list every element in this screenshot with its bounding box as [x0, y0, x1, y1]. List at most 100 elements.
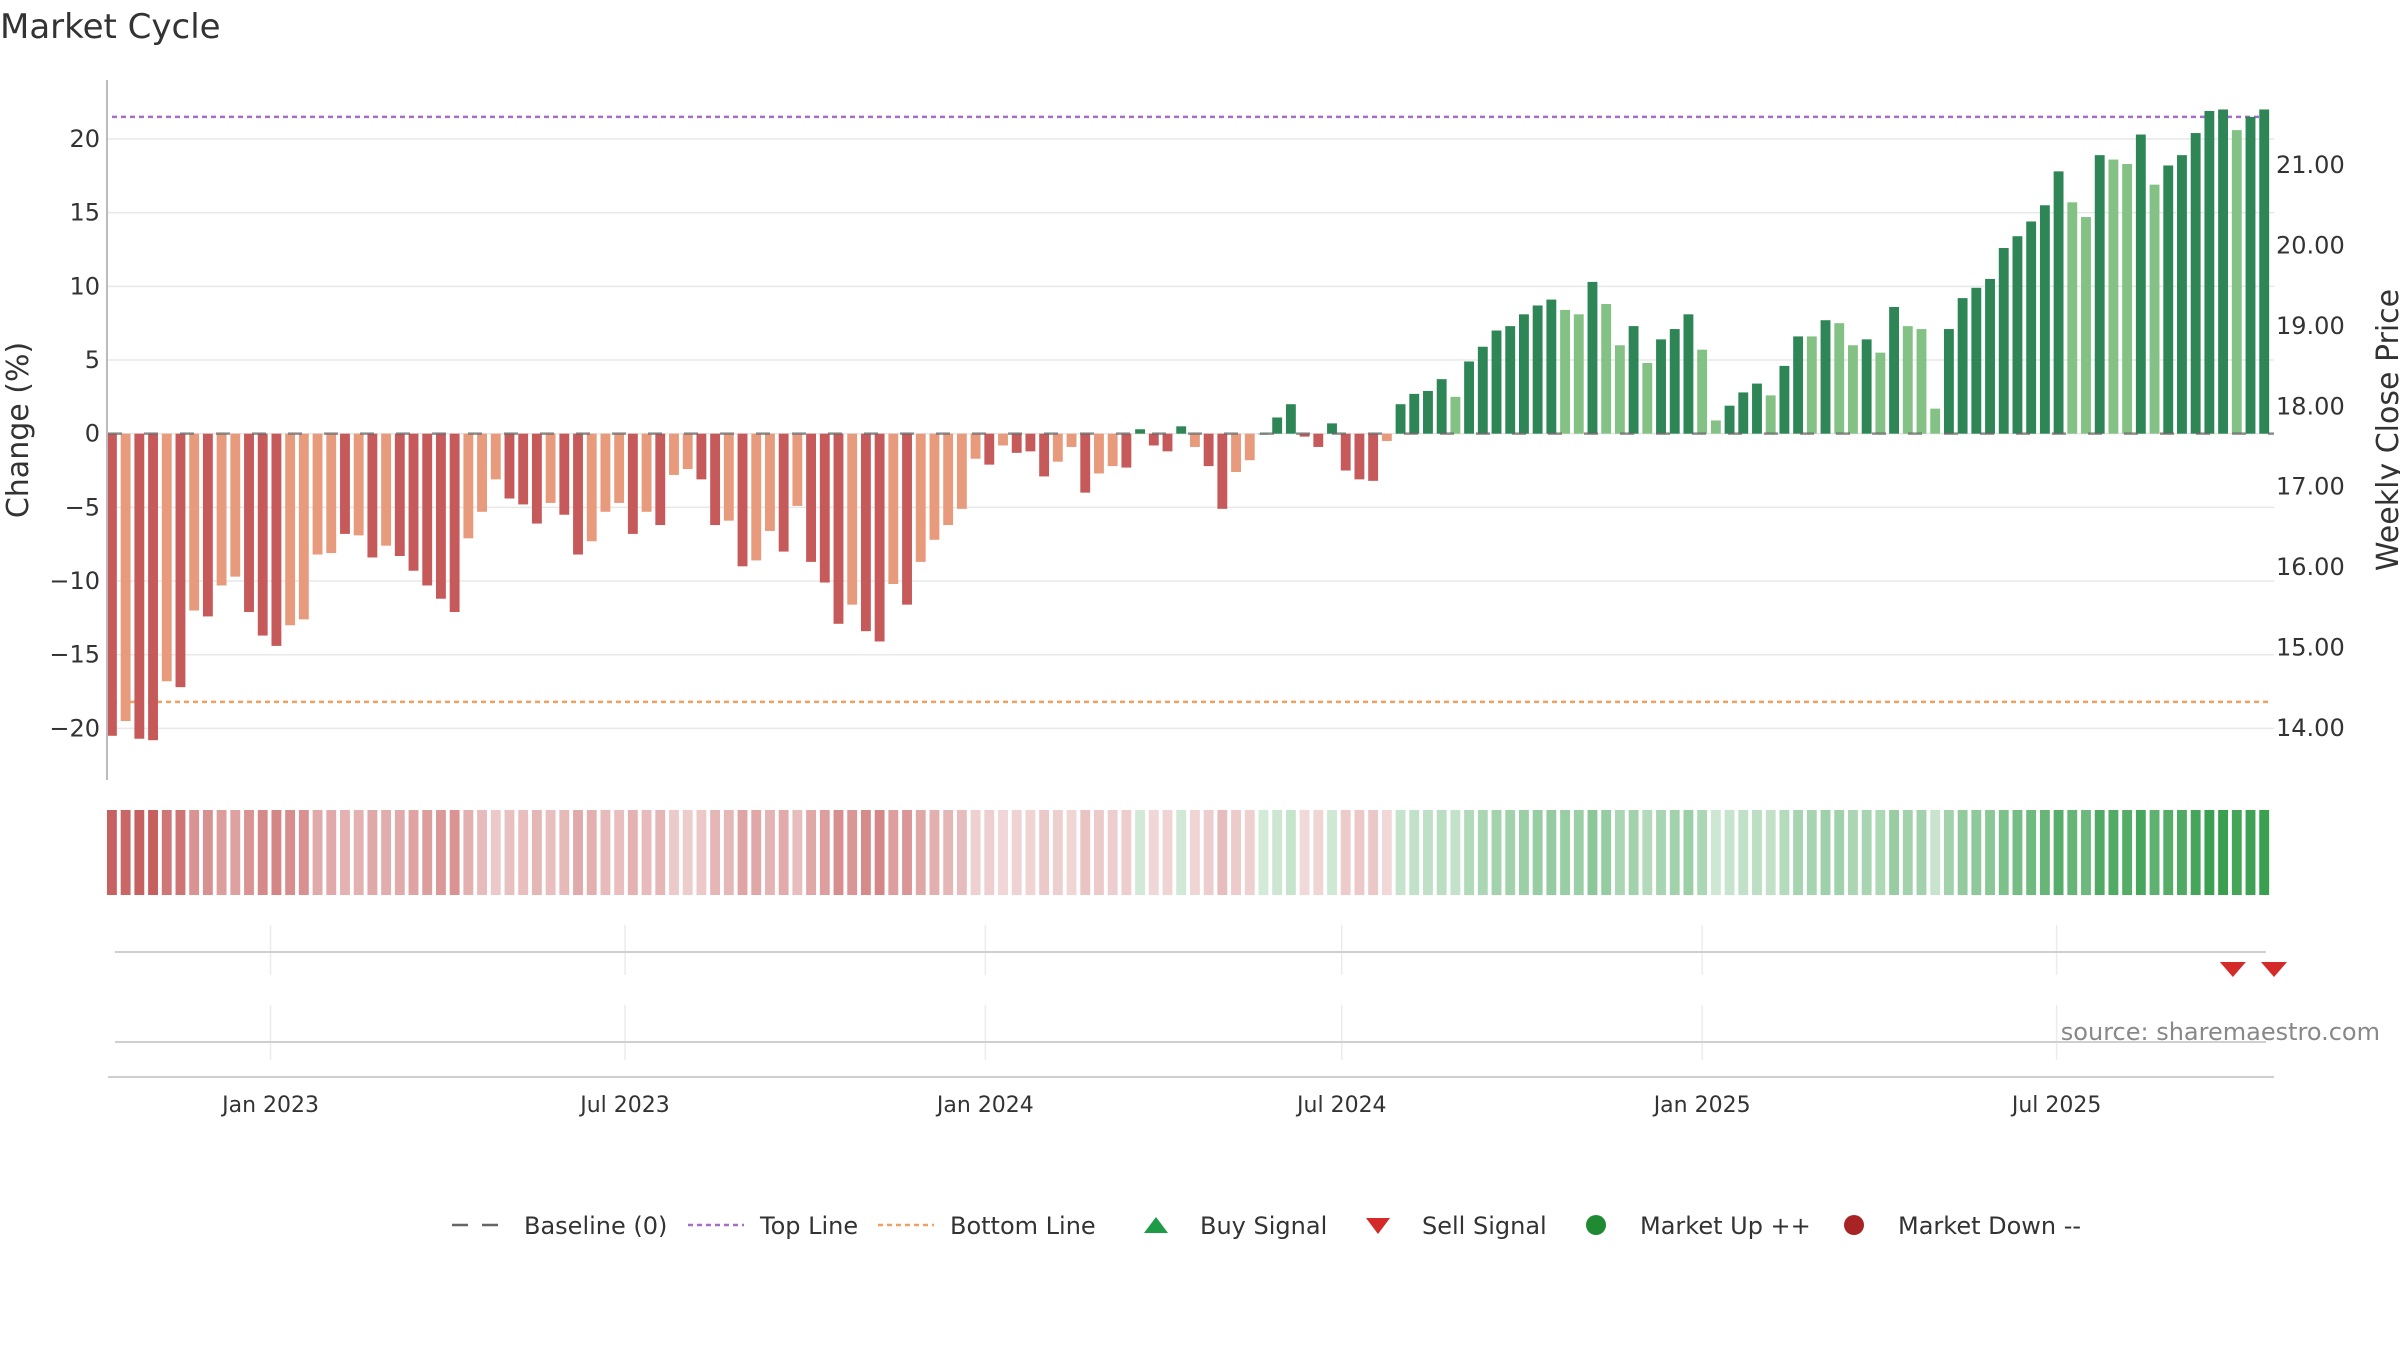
heat-cell	[2108, 810, 2119, 895]
bar	[408, 433, 419, 571]
bar	[1587, 281, 1598, 434]
heat-cell	[394, 810, 405, 895]
bar	[696, 433, 707, 480]
heat-cell	[2259, 810, 2270, 895]
heat-cell	[1080, 810, 1091, 895]
bar	[422, 433, 433, 586]
x-tick-label: Jul 2024	[1295, 1093, 1387, 1118]
bar	[1409, 393, 1420, 434]
bar	[586, 433, 597, 542]
bar	[2135, 134, 2146, 434]
bar	[1683, 314, 1694, 434]
heat-cell	[751, 810, 762, 895]
heat-cell	[1943, 810, 1954, 895]
bar	[1135, 429, 1146, 434]
bar	[1450, 396, 1461, 434]
bar	[1518, 314, 1529, 434]
heat-cell	[2245, 810, 2256, 895]
bar-series	[106, 109, 2274, 741]
bar	[655, 433, 666, 526]
bar	[751, 433, 762, 561]
bar	[1477, 346, 1488, 434]
heat-cell	[106, 810, 117, 895]
y-right-tick-label: 17.00	[2276, 473, 2345, 501]
heat-cell	[298, 810, 309, 895]
heat-cell	[257, 810, 268, 895]
bar	[381, 433, 392, 546]
bar	[1148, 433, 1159, 446]
heat-cell	[1162, 810, 1173, 895]
heat-cell	[1614, 810, 1625, 895]
bar	[2204, 110, 2215, 434]
heat-cell	[1916, 810, 1927, 895]
bar	[2231, 130, 2242, 434]
bar	[1834, 323, 1845, 434]
heat-cell	[545, 810, 556, 895]
heat-cell	[161, 810, 172, 895]
heat-cell	[477, 810, 487, 895]
heat-cell	[860, 810, 871, 895]
bar	[1354, 433, 1365, 480]
bar	[614, 433, 625, 503]
heat-cell	[2231, 810, 2242, 895]
legend-swatch-market-up	[1586, 1215, 1606, 1235]
heat-cell	[2190, 810, 2201, 895]
bar	[1848, 345, 1858, 434]
bar	[1875, 352, 1886, 434]
heat-cell	[2012, 810, 2023, 895]
y-right-tick-label: 20.00	[2276, 232, 2345, 260]
bar	[723, 433, 734, 521]
heat-cell	[1148, 810, 1159, 895]
legend-swatch-buy	[1144, 1217, 1168, 1233]
bar	[915, 433, 926, 562]
heat-cell	[984, 810, 995, 895]
legend-item-bottom-line: Bottom Line	[878, 1212, 1096, 1240]
heat-cell	[189, 810, 200, 895]
bar	[860, 433, 871, 632]
heat-cell	[1272, 810, 1283, 895]
y-tick-label: 15	[69, 199, 100, 227]
bar	[1094, 433, 1104, 474]
heat-cell	[874, 810, 885, 895]
legend-label: Buy Signal	[1200, 1212, 1327, 1240]
bar	[1381, 433, 1392, 442]
heat-cell	[1450, 810, 1461, 895]
bar	[1642, 362, 1653, 434]
y-tick-label: 10	[69, 272, 100, 300]
heat-cell	[504, 810, 515, 895]
bar	[518, 433, 529, 505]
heat-cell	[1409, 810, 1420, 895]
legend: Baseline (0) Top Line Bottom Line Buy Signa…	[452, 1212, 2081, 1240]
bar	[449, 433, 460, 612]
bar	[1669, 329, 1680, 434]
heat-cell	[1395, 810, 1406, 895]
left-y-ticks: 20 15 10 5 0 −5 −10 −15 −20	[49, 125, 100, 742]
heat-cell	[1285, 810, 1296, 895]
bar	[1395, 404, 1406, 434]
heat-cell	[120, 810, 131, 895]
heat-cell	[682, 810, 693, 895]
bar	[669, 433, 679, 475]
heat-cell	[531, 810, 542, 895]
heat-cell	[1299, 810, 1310, 895]
y-right-tick-label: 19.00	[2276, 312, 2345, 340]
bar	[477, 433, 487, 512]
heat-cell	[1011, 810, 1022, 895]
bar	[627, 433, 638, 534]
bar	[1162, 433, 1173, 452]
bar	[929, 433, 940, 540]
heat-cell	[2204, 810, 2215, 895]
heat-cell	[518, 810, 529, 895]
bar	[2190, 133, 2201, 434]
bar	[545, 433, 556, 503]
y-right-tick-label: 18.00	[2276, 392, 2345, 420]
bar	[463, 433, 474, 539]
heat-cell	[244, 810, 254, 895]
bar	[2039, 205, 2050, 434]
heat-cell	[2039, 810, 2050, 895]
heat-cell	[586, 810, 597, 895]
bar	[1313, 433, 1324, 447]
bar	[710, 433, 721, 526]
x-tick-label: Jan 2025	[1652, 1093, 1751, 1118]
bar	[1752, 383, 1762, 434]
